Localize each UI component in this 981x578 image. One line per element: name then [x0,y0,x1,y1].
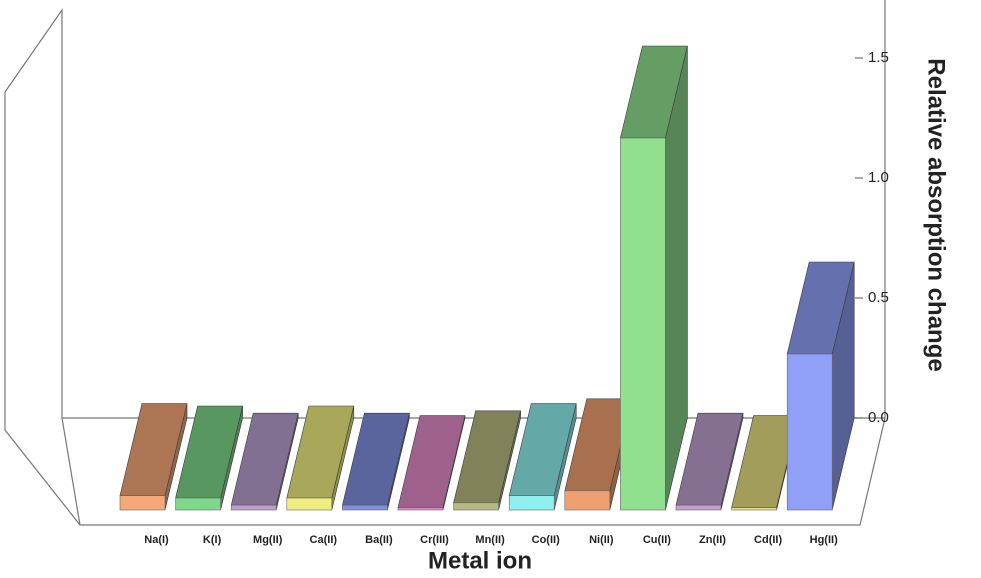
y-axis-title: Relative absorption change [923,58,950,371]
x-tick-label: K(I) [203,534,222,546]
bar [286,497,333,511]
bar [620,137,666,511]
x-tick-label: Ni(II) [589,534,614,546]
x-tick-label: Cu(II) [643,534,671,546]
x-tick-label: Ca(II) [310,534,338,546]
bar [675,504,722,511]
bar [508,495,555,511]
x-tick-label: Co(II) [532,534,560,546]
bar [230,504,277,511]
y-tick-label: 1.0 [868,169,889,186]
y-tick-label: 0.5 [868,289,889,306]
x-tick-label: Cr(III) [420,534,449,546]
bar [342,504,388,511]
x-tick-label: Mg(II) [253,534,283,546]
bar [564,490,611,511]
bar [453,502,499,511]
bar [175,497,221,511]
bar-top [397,415,466,508]
x-tick-label: Cd(II) [754,534,782,546]
x-tick-label: Hg(II) [810,534,838,546]
axis-frame [4,0,886,526]
x-tick-label: Na(I) [144,534,169,546]
bar [119,495,166,511]
x-tick-label: Mn(II) [475,534,505,546]
y-tick-label: 1.5 [868,49,889,66]
bar [786,353,833,511]
x-tick-label: Zn(II) [699,534,726,546]
bar [731,507,777,511]
bar [397,507,444,511]
y-tick-label: 0.0 [868,409,889,426]
x-tick-label: Ba(II) [365,534,393,546]
x-axis-title: Metal ion [428,547,532,574]
